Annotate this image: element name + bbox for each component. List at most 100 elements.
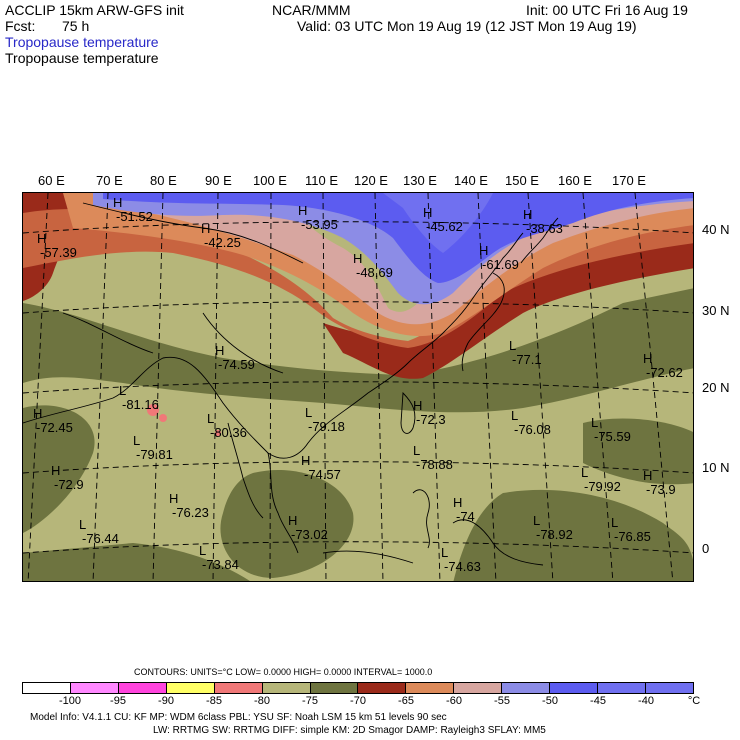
high-marker: H: [643, 351, 653, 366]
feature-value: -74.59: [218, 357, 255, 372]
high-marker: H: [298, 203, 308, 218]
color-bar-tick: -95: [110, 695, 126, 707]
valid-time: Valid: 03 UTC Mon 19 Aug 19 (12 JST Mon …: [297, 18, 637, 34]
color-swatch: [70, 683, 119, 693]
low-marker: L: [199, 543, 207, 558]
feature-value: -72.45: [36, 420, 73, 435]
high-marker: H: [169, 491, 179, 506]
low-marker: L: [207, 411, 215, 426]
high-marker: H: [288, 513, 298, 528]
feature-value: -61.69: [482, 257, 519, 272]
lon-label: 130 E: [403, 173, 437, 188]
color-swatch: [118, 683, 167, 693]
low-marker: L: [119, 383, 127, 398]
color-bar-tick: -65: [398, 695, 414, 707]
color-bar-tick: -50: [542, 695, 558, 707]
feature-value: -42.25: [204, 235, 241, 250]
color-bar-tick: -60: [446, 695, 462, 707]
color-bar-tick: °C: [687, 695, 701, 707]
model-info-line1: Model Info: V4.1.1 CU: KF MP: WDM 6class…: [30, 712, 447, 723]
org-label: NCAR/MMM: [272, 2, 351, 18]
color-bar-tick: -85: [206, 695, 222, 707]
lat-label: 10 N: [702, 460, 730, 475]
feature-value: -76.85: [614, 529, 651, 544]
forecast-label: Fcst:: [5, 18, 36, 34]
low-marker: L: [509, 338, 517, 353]
lon-label: 100 E: [253, 173, 287, 188]
lon-label: 110 E: [305, 173, 339, 188]
feature-value: -74: [456, 509, 475, 524]
patch-pink-1: [147, 404, 159, 416]
lat-label: 0: [702, 541, 710, 556]
feature-value: -78.92: [536, 527, 573, 542]
color-swatch: [454, 683, 503, 693]
low-marker: L: [533, 513, 541, 528]
color-swatch: [406, 683, 455, 693]
feature-value: -48.69: [356, 265, 393, 280]
model-title: ACCLIP 15km ARW-GFS init: [5, 2, 184, 18]
color-bar-tick: -70: [350, 695, 366, 707]
graticule: [23, 193, 693, 581]
map-panel: H -51.52 H -53.95 H -42.25 H -45.62 H -38.63 H -57.…: [22, 192, 694, 582]
low-marker: L: [441, 545, 449, 560]
feature-value: -79.18: [308, 419, 345, 434]
high-marker: H: [479, 243, 489, 258]
high-marker: H: [51, 463, 61, 478]
color-bar-tick: -45: [590, 695, 606, 707]
feature-value: -57.39: [40, 245, 77, 260]
high-marker: H: [201, 221, 211, 236]
color-bar: [22, 682, 694, 694]
patch-olive-south-3: [23, 543, 250, 581]
lon-label: 120 E: [354, 173, 388, 188]
color-swatch: [310, 683, 359, 693]
low-marker: L: [511, 408, 519, 423]
color-swatch: [358, 683, 407, 693]
lon-label: 80 E: [150, 173, 177, 188]
feature-value: -38.63: [526, 221, 563, 236]
feature-value: -73.84: [202, 557, 239, 572]
color-bar-tick: -100: [58, 695, 82, 707]
feature-value: -76.08: [514, 422, 551, 437]
map-svg: [23, 193, 693, 581]
color-swatch: [23, 683, 71, 693]
low-marker: L: [611, 515, 619, 530]
feature-value: -77.1: [512, 352, 542, 367]
lon-label: 60 E: [38, 173, 65, 188]
feature-value: -76.23: [172, 505, 209, 520]
patch-olive-east: [583, 418, 693, 485]
feature-value: -78.88: [416, 457, 453, 472]
low-marker: L: [581, 465, 589, 480]
feature-value: -74.57: [304, 467, 341, 482]
patch-olive-south-2: [220, 469, 354, 578]
color-swatch: [502, 683, 551, 693]
low-marker: L: [305, 405, 313, 420]
feature-value: -72.9: [54, 477, 84, 492]
low-marker: L: [413, 443, 421, 458]
band-m60-65: [23, 209, 693, 348]
lat-label: 30 N: [702, 303, 730, 318]
feature-value: -53.95: [301, 217, 338, 232]
init-time: Init: 00 UTC Fri 16 Aug 19: [526, 2, 688, 18]
field-title-contour: Tropopause temperature: [5, 50, 159, 66]
patch-pink-3: [215, 430, 221, 436]
feature-value: -75.59: [594, 429, 631, 444]
color-bar-tick: -55: [494, 695, 510, 707]
color-swatch: [166, 683, 215, 693]
high-marker: H: [413, 398, 423, 413]
feature-value: -74.63: [444, 559, 481, 574]
band-m40-45: [103, 193, 693, 283]
lon-label: 160 E: [558, 173, 592, 188]
feature-value: -79.81: [136, 447, 173, 462]
color-bar-tick: -75: [302, 695, 318, 707]
feature-value: -72.62: [646, 365, 683, 380]
forecast-hour: 75 h: [62, 18, 90, 34]
high-marker: H: [353, 251, 363, 266]
patch-pink-2: [159, 414, 167, 422]
high-marker: H: [113, 195, 123, 210]
color-swatch: [214, 683, 263, 693]
color-bar-tick: -80: [254, 695, 270, 707]
high-marker: H: [215, 343, 225, 358]
feature-value: -72.3: [416, 412, 446, 427]
high-marker: H: [37, 231, 47, 246]
feature-value: -73.9: [646, 482, 676, 497]
